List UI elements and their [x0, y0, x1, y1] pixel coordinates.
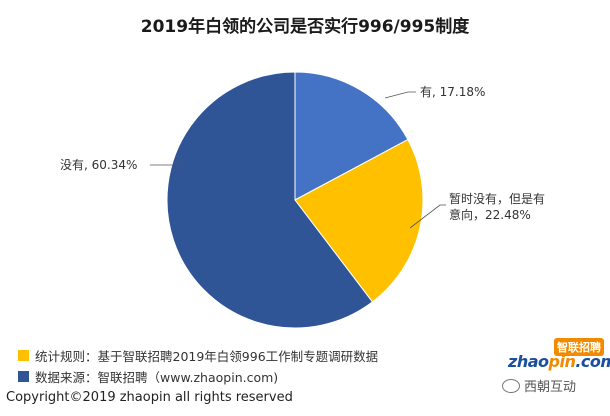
- logo-en-text: zhaopin.com: [508, 352, 610, 371]
- slice-label-intent-line2: 意向，22.48%: [449, 207, 531, 222]
- legend-swatch-yellow: [18, 350, 29, 361]
- zhaopin-logo: 智联招聘 zhaopin.com: [508, 338, 610, 371]
- legend-item-rule: 统计规则：基于智联招聘2019年白领996工作制专题调研数据: [18, 346, 378, 365]
- legend-item-source: 数据来源：智联招聘（www.zhaopin.com): [18, 367, 278, 386]
- watermark: 西朝互动: [502, 376, 576, 395]
- watermark-text: 西朝互动: [524, 380, 577, 395]
- slice-intent: [294, 138, 424, 303]
- slice-no: [166, 71, 374, 329]
- legend-swatch-blue: [18, 371, 29, 382]
- legend-text-rule: 统计规则：基于智联招聘2019年白领996工作制专题调研数据: [35, 349, 379, 364]
- logo-cn-text: 智联招聘: [554, 338, 604, 356]
- copyright-text: Copyright©2019 zhaopin all rights reserv…: [6, 390, 293, 405]
- slice-label-intent-line1: 暂时没有，但是有: [449, 191, 545, 206]
- slice-label-yes: 有, 17.18%: [420, 85, 485, 99]
- leader-line-intent: [409, 204, 446, 229]
- slice-label-no: 没有, 60.34%: [60, 157, 137, 172]
- legend-text-source: 数据来源：智联招聘（www.zhaopin.com): [35, 370, 279, 385]
- wechat-icon: [502, 378, 520, 393]
- slice-yes: [294, 71, 409, 201]
- chart-title: 2019年白领的公司是否实行996/995制度: [140, 17, 470, 37]
- leader-line-yes: [384, 91, 416, 99]
